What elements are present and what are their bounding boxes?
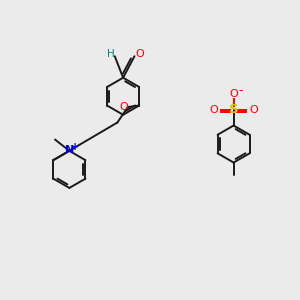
Text: H: H [107, 49, 115, 59]
Text: N: N [65, 145, 74, 155]
Text: S: S [229, 103, 238, 116]
Text: O: O [209, 105, 218, 115]
Text: -: - [238, 84, 242, 97]
Text: O: O [135, 50, 144, 59]
Text: O: O [249, 105, 258, 115]
Text: O: O [119, 102, 128, 112]
Text: O: O [229, 89, 238, 99]
Text: +: + [71, 142, 80, 152]
